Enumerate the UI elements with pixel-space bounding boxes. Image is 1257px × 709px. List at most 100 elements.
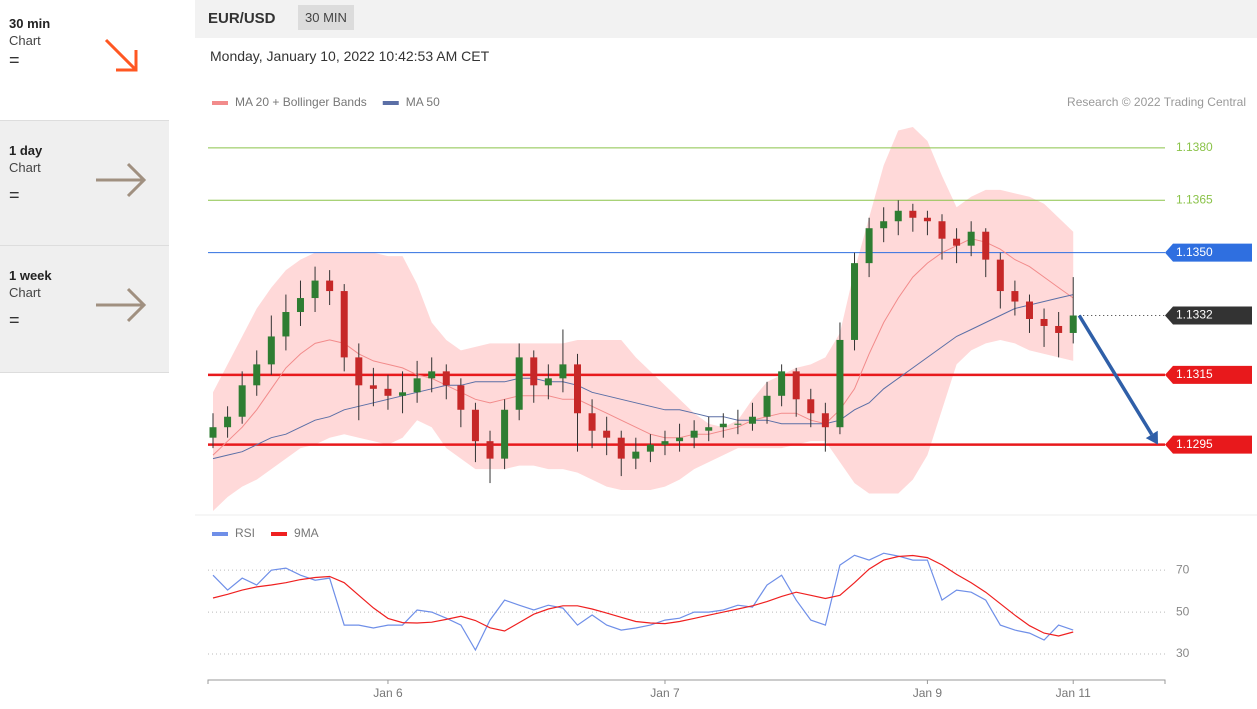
candle-body [719, 423, 727, 428]
ma-line [212, 294, 1074, 460]
x-tick-label: Jan 11 [1056, 686, 1091, 700]
level-badge [1165, 435, 1252, 454]
legend-swatch [271, 532, 288, 536]
candle-body [515, 357, 523, 410]
candle-body [996, 259, 1004, 292]
header: EUR/USD 30 MIN [195, 0, 1257, 38]
candle-body [544, 378, 552, 386]
level-label: 1.1332 [1176, 308, 1213, 322]
timeframe-sub: Chart [9, 33, 41, 48]
legend-label: RSI [235, 526, 255, 540]
indicator-line [212, 552, 1074, 652]
indicator-line [212, 554, 1074, 637]
candle-body [209, 427, 217, 438]
candle-body [1069, 315, 1077, 333]
candle-body [690, 430, 698, 438]
candle-body [676, 437, 684, 442]
level-badge [1165, 306, 1252, 325]
candle-body [1055, 325, 1063, 333]
ma-line [212, 238, 1074, 456]
candle-body [369, 385, 377, 389]
candle-body [646, 444, 654, 452]
candle-body [1011, 291, 1019, 302]
x-tick-label: Jan 9 [913, 686, 943, 700]
candle-body [705, 427, 713, 431]
candle-body [778, 371, 786, 396]
x-tick-label: Jan 6 [373, 686, 403, 700]
trend-arrow [104, 38, 138, 72]
candle-body [340, 291, 348, 358]
candle-body [267, 336, 275, 365]
candle-body [748, 416, 756, 424]
level-label: 1.1380 [1176, 140, 1213, 154]
candle-body [821, 413, 829, 428]
candle-body [530, 357, 538, 386]
candle-body [486, 441, 494, 459]
forecast-arrowhead [1145, 430, 1158, 445]
candle-body [923, 217, 931, 222]
candle-body [311, 280, 319, 299]
candle-body [253, 364, 261, 386]
candle-body [355, 357, 363, 386]
legend-label: 9MA [294, 526, 319, 540]
candle-body [807, 399, 815, 414]
pair: EUR/USD [208, 10, 276, 27]
timeframe-card[interactable]: 1 week Chart = [0, 246, 169, 373]
timeframe-label: 1 day [9, 143, 43, 158]
credit: Research © 2022 Trading Central [1067, 95, 1246, 109]
candle-body [442, 371, 450, 386]
candle-body [471, 409, 479, 442]
timeframe-card[interactable]: 1 day Chart = [0, 121, 169, 246]
candle-body [865, 228, 873, 264]
timeframe-label: 1 week [9, 268, 52, 283]
x-axis [207, 679, 1166, 684]
candle-body [588, 413, 596, 431]
signal: = [9, 310, 20, 330]
signal: = [9, 185, 20, 205]
x-tick-label: Jan 7 [650, 686, 680, 700]
candle-body [763, 395, 771, 417]
level-badge [1165, 243, 1252, 262]
bollinger-band [213, 126, 1074, 511]
level-label: 1.1295 [1176, 437, 1213, 451]
candle-body [326, 280, 334, 292]
candle-body [880, 221, 888, 229]
candle-body [428, 371, 436, 379]
timeframe-sub: Chart [9, 285, 41, 300]
forecast-arrow [1077, 314, 1154, 436]
candle-body [982, 231, 990, 260]
legend-swatch [212, 532, 228, 536]
candle-body [734, 423, 742, 425]
legend-swatch [382, 101, 399, 105]
candle-body [501, 409, 509, 459]
candle-body [632, 451, 640, 459]
timestamp: Monday, January 10, 2022 10:42:53 AM CET [210, 48, 490, 64]
timeframe-card[interactable]: 30 min Chart = [0, 0, 169, 121]
trend-arrow [96, 287, 147, 323]
candle-body [457, 385, 465, 410]
timeframe-tab[interactable]: 30 MIN [298, 5, 354, 30]
candle-body [938, 221, 946, 239]
signal: = [9, 50, 20, 70]
candle-body [909, 210, 917, 218]
timeframe-label: 30 min [9, 16, 51, 31]
legend-label: MA 20 + Bollinger Bands [235, 95, 367, 109]
candle-body [792, 371, 800, 400]
y-tick-label: 30 [1176, 646, 1190, 660]
trend-arrow [96, 162, 147, 198]
candle-body [836, 339, 844, 428]
timeframe-sub: Chart [9, 160, 41, 175]
candle-body [238, 385, 246, 417]
candle-body [661, 441, 669, 445]
candle-body [603, 430, 611, 438]
candle-body [574, 364, 581, 414]
candle-body [413, 378, 421, 393]
level-label: 1.1365 [1176, 192, 1213, 206]
candle-body [953, 238, 961, 246]
candle-body [559, 364, 567, 379]
candle-body [1040, 318, 1048, 326]
y-tick-label: 70 [1176, 562, 1190, 576]
candle-body [851, 263, 859, 340]
level-label: 1.1350 [1176, 245, 1213, 259]
candle-body [224, 416, 232, 428]
